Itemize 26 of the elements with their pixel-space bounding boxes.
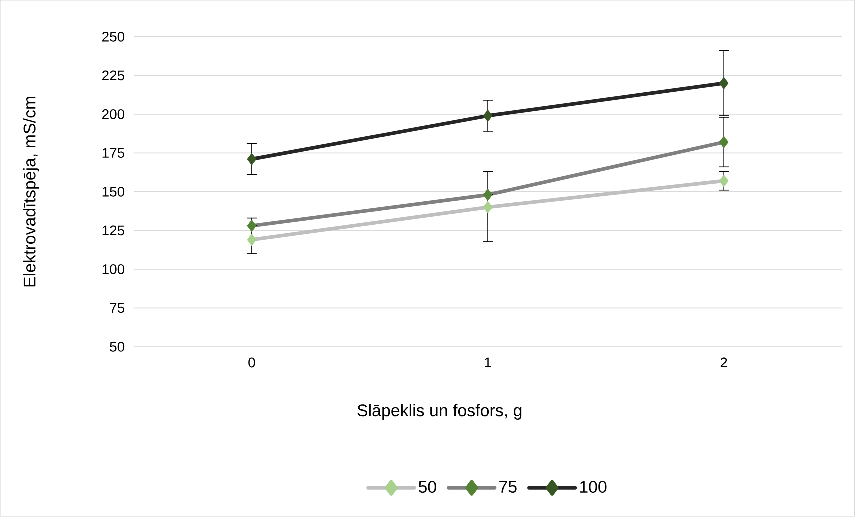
legend-label: 75 [500, 481, 517, 494]
y-tick-label: 75 [110, 303, 125, 314]
x-tick-label: 1 [485, 358, 492, 368]
x-tick-label: 0 [248, 358, 256, 368]
legend-label: 100 [580, 481, 607, 494]
y-tick-label: 50 [110, 342, 125, 352]
point [719, 174, 729, 188]
y-tick-label: 200 [102, 110, 125, 120]
y-tick-label: 225 [102, 70, 124, 81]
y-tick-label: 250 [102, 32, 125, 42]
y-tick-label: 175 [102, 148, 124, 158]
point [483, 201, 493, 214]
point [247, 234, 257, 246]
y-tick-label: 150 [102, 187, 125, 197]
point [247, 220, 257, 232]
point [483, 110, 493, 122]
y-tick-label: 100 [102, 264, 125, 274]
point [247, 153, 257, 166]
y-axis-title: Elektrovadītspēja, mS/cm [23, 97, 40, 287]
x-axis-title: Slāpeklis un fosfors, g [358, 404, 522, 420]
point [719, 136, 729, 149]
legend-label: 50 [418, 481, 436, 494]
x-tick-label: 2 [720, 358, 728, 368]
y-tick-label: 125 [102, 226, 124, 236]
point [483, 188, 493, 202]
point [719, 77, 729, 90]
